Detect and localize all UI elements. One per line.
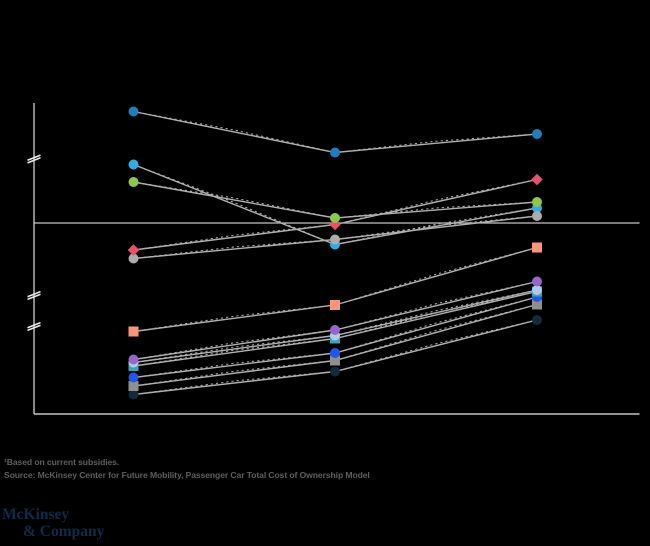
source-text: Source: McKinsey Center for Future Mobil…: [4, 469, 370, 480]
dashed-line-cyan-circle: [133, 164, 538, 246]
dashed-line-steel-blue-circle: [133, 110, 538, 154]
marker-navy-circle-col1: [128, 389, 139, 400]
axis-break-mark: [27, 321, 41, 329]
marker-royal-blue-circle-col2: [330, 348, 340, 358]
logo-wordmark-line1: McKinsey: [2, 506, 70, 523]
marker-steel-blue-circle-col2: [330, 147, 340, 158]
marker-salmon-square-col2: [330, 300, 340, 310]
marker-cyan-circle-col1: [128, 159, 139, 170]
axis-break-mark: [27, 154, 41, 162]
marker-purple-circle-col3: [532, 276, 542, 287]
marker-steel-blue-circle-col1: [128, 106, 139, 117]
axis-break-mark: [27, 293, 41, 301]
marker-light-gray-circle-col1: [128, 253, 139, 264]
marker-purple-circle-col1: [128, 354, 139, 365]
dashed-line-salmon-square: [133, 246, 538, 333]
marker-gray-square-col2: [330, 355, 340, 366]
marker-crimson-diamond-col3: [531, 173, 543, 186]
series-markers: [127, 106, 543, 400]
marker-light-blue-circle-col3: [532, 285, 542, 295]
marker-green-circle-col3: [532, 197, 542, 207]
line-cyan-circle: [133, 163, 538, 246]
line-green-circle: [133, 181, 538, 219]
marker-steel-blue-circle-col3: [532, 129, 542, 139]
marker-royal-blue-circle-col1: [128, 372, 139, 383]
axis-break-mark: [27, 156, 41, 164]
marker-salmon-square-col3: [532, 242, 542, 253]
mckinsey-logo: McKinsey & Company: [2, 506, 104, 540]
marker-green-circle-col2: [330, 213, 340, 223]
line-steel-blue-circle: [133, 110, 538, 154]
footnote-text: ¹Based on current subsidies.: [4, 457, 120, 467]
dashed-line-green-circle: [133, 181, 538, 219]
marker-gray-square-col1: [128, 381, 139, 391]
marker-salmon-square-col1: [128, 326, 139, 337]
logo-wordmark-line2: & Company: [23, 523, 105, 540]
axis-break-mark: [27, 290, 41, 298]
marker-green-circle-col1: [128, 177, 139, 187]
marker-gray-square-col3: [532, 299, 542, 310]
marker-light-gray-circle-col2: [330, 234, 340, 245]
axis-break-mark: [27, 324, 41, 332]
marker-light-gray-circle-col3: [532, 211, 542, 221]
marker-purple-circle-col2: [330, 325, 340, 335]
dashed-line-light-gray-circle: [133, 215, 538, 260]
marker-navy-circle-col2: [330, 366, 340, 377]
marker-crimson-diamond-col1: [127, 244, 140, 256]
line-salmon-square: [133, 246, 538, 333]
marker-navy-circle-col3: [532, 315, 542, 325]
footer-notes: ¹Based on current subsidies. Source: McK…: [4, 456, 370, 482]
